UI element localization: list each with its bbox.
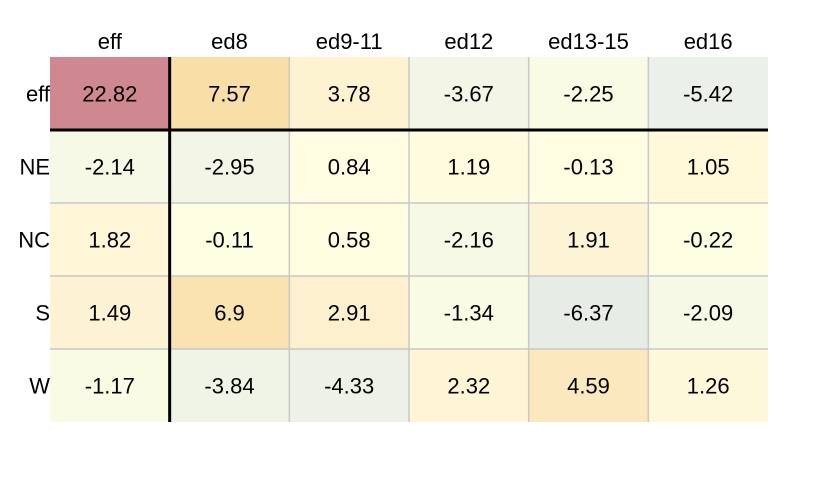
cell-value-labels: 22.82 7.57 3.78 -3.67 -2.25 -5.42 -2.14 -2.95 0.… <box>82 82 733 399</box>
heatmap-cell <box>50 130 170 203</box>
cell-value-label: -2.09 <box>683 301 733 326</box>
cell-value-label: 0.84 <box>328 155 371 180</box>
heatmap-cell <box>50 349 170 422</box>
row-label: W <box>29 374 50 399</box>
heatmap-cell <box>409 349 529 422</box>
heatmap-cell <box>409 203 529 276</box>
cell-value-label: 0.58 <box>328 228 371 253</box>
heatmap-cell <box>409 130 529 203</box>
cell-value-label: -0.11 <box>205 228 254 253</box>
cell-value-label: 1.05 <box>687 155 730 180</box>
row-label: NC <box>18 228 50 253</box>
cell-value-label: 4.59 <box>567 374 610 399</box>
column-label: ed16 <box>684 29 733 54</box>
heatmap-cells <box>50 57 768 422</box>
heatmap-cell <box>50 57 170 130</box>
cell-value-label: 2.32 <box>447 374 490 399</box>
cell-value-label: -1.34 <box>444 301 494 326</box>
heatmap-cell <box>528 276 649 349</box>
cell-value-label: -3.84 <box>204 374 254 399</box>
cell-value-label: -0.13 <box>563 155 613 180</box>
heatmap-cell <box>528 349 649 422</box>
heatmap-cell <box>528 130 649 203</box>
heatmap-cell <box>648 203 768 276</box>
heatmap-cell <box>528 203 649 276</box>
heatmap-cell <box>50 203 170 276</box>
column-labels: eff ed8 ed9-11 ed12 ed13-15 ed16 <box>98 29 733 54</box>
cell-value-label: 3.78 <box>328 82 371 107</box>
heatmap-cell <box>169 203 290 276</box>
heatmap-cell <box>289 349 409 422</box>
cell-value-label: 1.19 <box>447 155 490 180</box>
heatmap-cell <box>648 349 768 422</box>
cell-value-label: -4.33 <box>324 374 374 399</box>
heatmap-cell <box>648 130 768 203</box>
row-label: NE <box>19 155 50 180</box>
cell-value-label: -3.67 <box>444 82 494 107</box>
cell-value-label: -2.95 <box>204 155 254 180</box>
cell-value-label: 2.91 <box>328 301 371 326</box>
cell-value-label: 1.91 <box>567 228 610 253</box>
cell-value-label: -1.17 <box>85 374 135 399</box>
heatmap-cell <box>289 130 409 203</box>
heatmap-cell <box>289 203 409 276</box>
cell-value-label: 1.49 <box>88 301 131 326</box>
heatmap-cell <box>169 130 290 203</box>
heatmap-cell <box>648 57 768 130</box>
heatmap-cell <box>409 57 529 130</box>
column-label: ed12 <box>444 29 493 54</box>
heatmap-cell <box>50 276 170 349</box>
heatmap-cell <box>289 57 409 130</box>
cell-value-label: -0.22 <box>683 228 733 253</box>
heatmap-cell <box>648 276 768 349</box>
row-label: S <box>35 301 50 326</box>
column-label: ed13-15 <box>548 29 629 54</box>
heatmap-cell <box>409 276 529 349</box>
separator-lines <box>50 57 768 422</box>
heatmap-cell <box>528 57 649 130</box>
cell-value-label: -2.25 <box>563 82 613 107</box>
heatmap-cell <box>169 276 290 349</box>
column-label: ed8 <box>211 29 248 54</box>
cell-value-label: 22.82 <box>82 82 137 107</box>
row-labels: eff NE NC S W <box>18 82 51 399</box>
heatmap-cell <box>169 349 290 422</box>
column-label: eff <box>98 29 123 54</box>
cell-value-label: -5.42 <box>683 82 733 107</box>
row-label: eff <box>26 82 51 107</box>
heatmap-cell <box>289 276 409 349</box>
cell-value-label: -6.37 <box>563 301 613 326</box>
cell-value-label: 6.9 <box>214 301 245 326</box>
cell-value-label: -2.14 <box>85 155 135 180</box>
cell-value-label: -2.16 <box>444 228 494 253</box>
heatmap-cell <box>169 57 290 130</box>
cell-value-label: 1.26 <box>687 374 730 399</box>
cell-value-label: 1.82 <box>88 228 131 253</box>
column-label: ed9-11 <box>316 29 383 54</box>
cell-value-label: 7.57 <box>208 82 251 107</box>
